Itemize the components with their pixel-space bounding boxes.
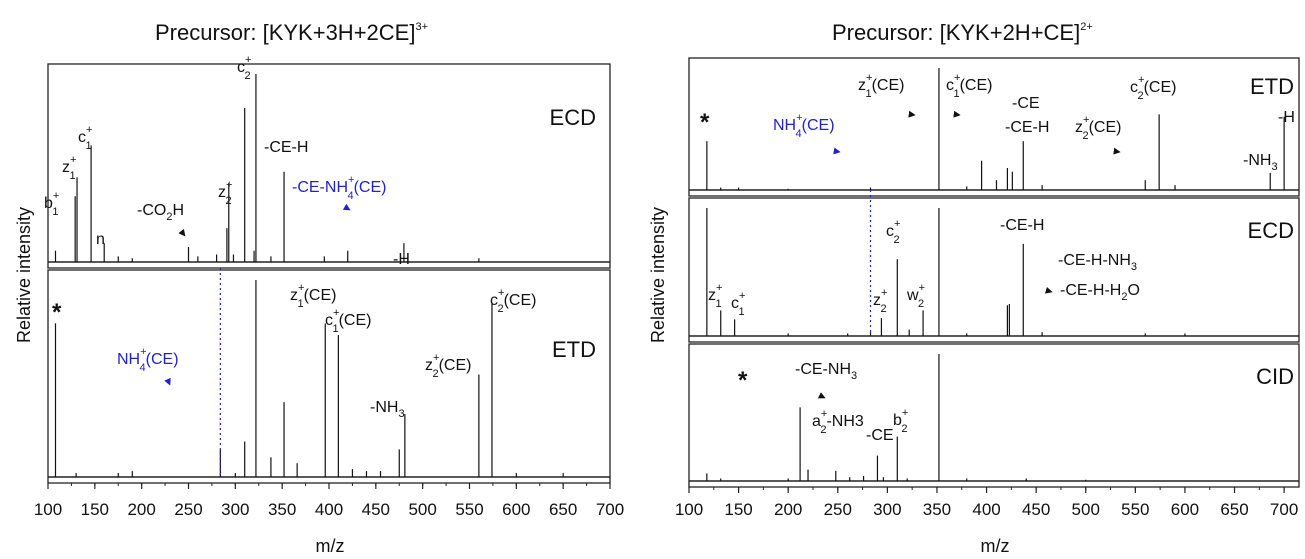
- peak-annotation: n: [96, 231, 105, 248]
- peak-annotation: c+ 1: [731, 290, 745, 318]
- peak-annotation: b+ 1: [44, 190, 59, 218]
- x-axis-label: m/z: [981, 536, 1010, 556]
- x-tick-label: 450: [362, 500, 390, 519]
- peak-annotation: c+ 1: [78, 124, 92, 152]
- panel-label: ECD: [550, 105, 596, 130]
- peak-annotation: b+ 2: [893, 407, 908, 435]
- peak-annotation: NH+ 4(CE): [117, 346, 179, 374]
- x-tick-label: 300: [221, 500, 249, 519]
- x-tick-label: 150: [81, 500, 109, 519]
- y-axis-label: Relative intensity: [648, 207, 668, 343]
- peak-annotation: -CE-NH+ 4(CE): [292, 174, 386, 202]
- panel-frame: [689, 198, 1299, 342]
- peak-annotation: c+ 2(CE): [490, 287, 536, 315]
- panel-frame: [48, 64, 610, 268]
- peak-annotation: -CE-H: [1000, 217, 1044, 234]
- x-tick-label: 600: [1171, 500, 1199, 519]
- x-tick-label: 200: [774, 500, 802, 519]
- x-tick-label: 100: [34, 500, 62, 519]
- x-tick-label: 350: [268, 500, 296, 519]
- peak-annotation: z+ 1(CE): [290, 282, 336, 310]
- peak-annotation: z+ 2(CE): [425, 352, 471, 380]
- x-tick-label: 400: [972, 500, 1000, 519]
- x-tick-label: 700: [596, 500, 624, 519]
- peak-annotation: -CE-H-NH3: [1058, 252, 1137, 273]
- peak-annotation: *: [52, 299, 62, 326]
- peak-annotation: c+ 2: [237, 54, 251, 82]
- peak-annotation: *: [700, 109, 710, 136]
- peak-annotation: z+ 1: [708, 282, 722, 310]
- peak-annotation: -CO2H: [137, 202, 184, 223]
- panel-frame: [689, 344, 1299, 487]
- peak-annotation: z+ 2: [218, 179, 232, 207]
- x-tick-label: 600: [502, 500, 530, 519]
- chart-title: Precursor: [KYK+2H+CE]2+: [832, 20, 1093, 45]
- peak-annotation: -CE-NH3: [795, 361, 857, 382]
- peak-annotation: z+ 1(CE): [858, 72, 904, 100]
- x-tick-label: 550: [455, 500, 483, 519]
- peak-annotation: -CE-H-H2O: [1060, 282, 1140, 303]
- x-tick-label: 450: [1022, 500, 1050, 519]
- x-tick-label: 250: [824, 500, 852, 519]
- x-tick-label: 500: [1072, 500, 1100, 519]
- x-tick-label: 350: [923, 500, 951, 519]
- peak-annotation: -H: [393, 251, 410, 268]
- x-tick-label: 700: [1270, 500, 1298, 519]
- peak-annotation: a+ 2-NH3: [812, 408, 864, 436]
- peak-annotation: -NH3: [1243, 152, 1278, 173]
- x-tick-label: 150: [724, 500, 752, 519]
- panel-label: ECD: [1248, 218, 1294, 243]
- panel-label: CID: [1256, 364, 1294, 389]
- panel-label: ETD: [552, 337, 596, 362]
- peak-annotation: -H: [1278, 109, 1295, 126]
- x-tick-label: 250: [174, 500, 202, 519]
- x-tick-label: 650: [549, 500, 577, 519]
- peak-annotation: z+ 2(CE): [1075, 114, 1121, 142]
- y-axis-label: Relative intensity: [14, 207, 34, 343]
- peak-annotation: z+ 1: [62, 154, 76, 182]
- x-tick-label: 650: [1220, 500, 1248, 519]
- panel-label: ETD: [1250, 74, 1294, 99]
- peak-annotation: -CE: [866, 427, 894, 444]
- x-axis-label: m/z: [316, 536, 345, 556]
- x-tick-label: 300: [873, 500, 901, 519]
- x-tick-label: 100: [675, 500, 703, 519]
- peak-annotation: -CE-H: [1005, 119, 1049, 136]
- x-tick-label: 200: [127, 500, 155, 519]
- x-tick-label: 500: [408, 500, 436, 519]
- peak-annotation: -CE: [1012, 95, 1040, 112]
- chart-title: Precursor: [KYK+3H+2CE]3+: [155, 20, 428, 45]
- peak-annotation: *: [738, 367, 748, 394]
- peak-annotation: c+ 2: [886, 218, 900, 246]
- peak-annotation: c+ 1(CE): [946, 72, 992, 100]
- peak-annotation: -CE-H: [264, 139, 308, 156]
- peak-annotation: c+ 2(CE): [1130, 74, 1176, 102]
- peak-annotation: w+ 2: [906, 282, 925, 310]
- x-tick-label: 400: [315, 500, 343, 519]
- x-tick-label: 550: [1121, 500, 1149, 519]
- peak-annotation: z+ 2: [873, 287, 887, 315]
- peak-annotation: c+ 1(CE): [325, 307, 371, 335]
- peak-annotation: -NH3: [370, 399, 405, 420]
- peak-annotation: NH+ 4(CE): [773, 112, 835, 140]
